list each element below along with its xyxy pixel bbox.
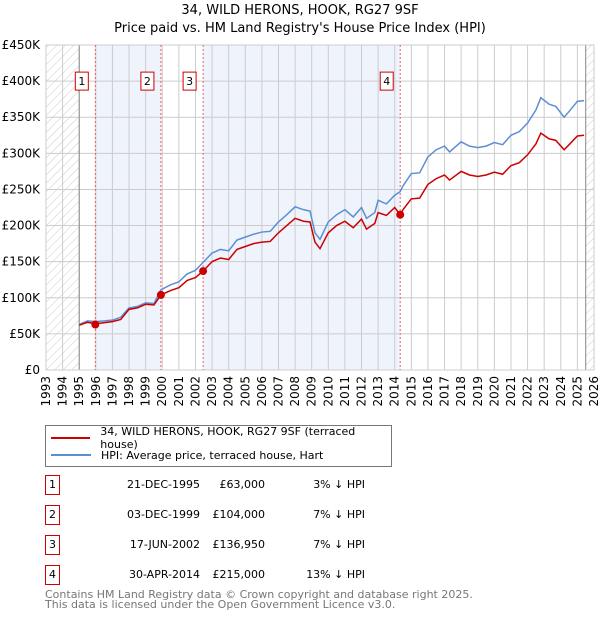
y-tick-label: £150K [2, 255, 42, 269]
y-tick-label: £300K [2, 146, 42, 160]
x-tick-label: 1995 [72, 376, 86, 407]
x-tick-label: 2018 [454, 376, 468, 407]
x-tick-label: 1994 [56, 376, 70, 407]
sale-date: 17-JUN-2002 [129, 538, 200, 551]
sale-row: 1 21-DEC-1995 £63,000 3% ↓ HPI [45, 475, 465, 495]
x-tick-label: 2021 [504, 376, 518, 407]
sale-row: 4 30-APR-2014 £215,000 13% ↓ HPI [45, 565, 465, 585]
x-tick-label: 2010 [321, 376, 335, 407]
x-tick-label: 2025 [570, 376, 584, 407]
y-tick-label: £200K [2, 219, 42, 233]
sale-number-badge: 1 [45, 475, 60, 495]
sale-label: 4 [383, 75, 390, 88]
sale-price: £215,000 [212, 568, 266, 581]
x-tick-label: 2012 [355, 376, 369, 407]
x-tick-label: 1998 [122, 376, 136, 407]
sale-price: £136,950 [212, 538, 266, 551]
hpi-difference: 7% ↓ HPI [313, 538, 365, 551]
footer: Contains HM Land Registry data © Crown c… [45, 588, 473, 611]
x-tick-label: 2009 [305, 376, 319, 407]
series-line [78, 96, 585, 326]
x-tick-label: 1997 [105, 376, 119, 407]
x-tick-label: 1993 [39, 376, 53, 407]
blue-line-swatch [51, 454, 91, 456]
shaded-period [95, 45, 161, 370]
sale-label-box [140, 71, 155, 91]
sale-label: 3 [186, 75, 193, 88]
chart-subtitle: Price paid vs. HM Land Registry's House … [114, 21, 486, 36]
x-tick-label: 2019 [471, 376, 485, 407]
sale-number-badge: 4 [45, 565, 60, 585]
y-tick-label: £0 [25, 363, 40, 377]
x-tick-label: 2013 [371, 376, 385, 407]
y-tick-label: £50K [9, 327, 41, 341]
legend-item-price: 34, WILD HERONS, HOOK, RG27 9SF (terrace… [46, 425, 391, 451]
price-chart: 1993 1994 1995 1996 1997 1998 1999 2000 2001 2002… [2, 38, 600, 407]
hpi-difference: 13% ↓ HPI [306, 568, 365, 581]
x-tick-label: 2014 [388, 376, 402, 407]
x-tick-label: 2020 [487, 376, 501, 407]
x-tick-label: 2017 [438, 376, 452, 407]
sale-price: £104,000 [212, 508, 266, 521]
sale-date: 21-DEC-1995 [126, 478, 200, 491]
footer-line: This data is licensed under the Open Gov… [45, 598, 396, 611]
sale-date: 03-DEC-1999 [126, 508, 200, 521]
legend-item-hpi: HPI: Average price, terraced house, Hart [46, 447, 323, 463]
sale-price: £63,000 [219, 478, 266, 491]
legend-label: 34, WILD HERONS, HOOK, RG27 9SF (terrace… [100, 425, 356, 451]
footer-line: Contains HM Land Registry data © Crown c… [45, 588, 473, 601]
x-tick-label: 2003 [205, 376, 219, 407]
x-tick-label: 2007 [271, 376, 285, 407]
hpi-difference: 3% ↓ HPI [313, 478, 365, 491]
x-tick-label: 2008 [288, 376, 302, 407]
y-tick-label: £100K [2, 291, 42, 305]
legend-label: HPI: Average price, terraced house, Hart [101, 448, 324, 462]
x-tick-label: 2026 [587, 376, 600, 407]
x-tick-label: 2004 [222, 376, 236, 407]
sale-number-badge: 3 [45, 535, 60, 555]
x-tick-label: 2000 [155, 376, 169, 407]
series-line [78, 131, 585, 326]
sale-number-badge: 2 [45, 505, 60, 525]
red-line-swatch [51, 437, 91, 439]
sale-row: 2 03-DEC-1999 £104,000 7% ↓ HPI [45, 505, 465, 525]
y-tick-label: £350K [2, 110, 42, 124]
sale-label-box [74, 71, 89, 91]
sale-point [91, 320, 100, 329]
y-tick-label: £250K [2, 182, 42, 196]
legend: 34, WILD HERONS, HOOK, RG27 9SF (terrace… [45, 425, 392, 467]
sale-label: 2 [144, 75, 151, 88]
hatched-region [585, 45, 594, 370]
x-tick-label: 2002 [188, 376, 202, 407]
x-tick-label: 2023 [537, 376, 551, 407]
x-tick-label: 2005 [238, 376, 252, 407]
x-tick-label: 2006 [255, 376, 269, 407]
sale-date: 30-APR-2014 [128, 568, 200, 581]
x-tick-label: 2024 [554, 376, 568, 407]
x-tick-label: 1999 [139, 376, 153, 407]
sale-point [396, 210, 405, 219]
sale-label-box [379, 71, 394, 91]
sale-point [199, 267, 208, 276]
sale-point [156, 290, 165, 299]
x-tick-label: 2001 [172, 376, 186, 407]
x-tick-label: 2016 [421, 376, 435, 407]
y-tick-label: £400K [2, 74, 42, 88]
x-tick-label: 2022 [521, 376, 535, 407]
sale-label-box [182, 71, 197, 91]
plot-border [45, 44, 595, 371]
chart-title: 34, WILD HERONS, HOOK, RG27 9SF [181, 3, 419, 18]
shaded-period [203, 45, 401, 370]
hpi-difference: 7% ↓ HPI [313, 508, 365, 521]
sale-row: 3 17-JUN-2002 £136,950 7% ↓ HPI [45, 535, 465, 555]
y-tick-label: £450K [2, 38, 42, 52]
sale-label: 1 [78, 75, 85, 88]
x-tick-label: 1996 [89, 376, 103, 407]
x-tick-label: 2011 [338, 376, 352, 407]
x-tick-label: 2015 [404, 376, 418, 407]
